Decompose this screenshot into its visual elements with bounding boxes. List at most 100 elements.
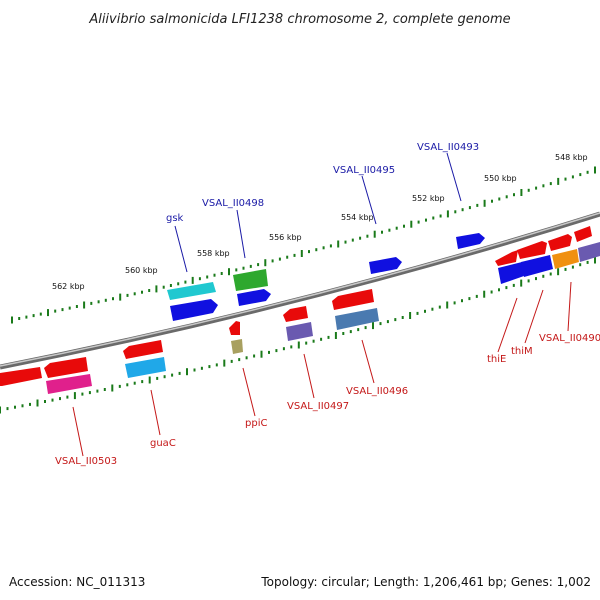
minor-tick xyxy=(388,228,391,232)
minor-tick xyxy=(386,320,389,324)
gene-ppic[interactable] xyxy=(229,321,240,335)
minor-tick xyxy=(268,350,270,354)
minor-tick xyxy=(249,264,252,268)
label-thie[interactable]: thiE xyxy=(487,354,506,365)
gene-labels: gsk VSAL_II0498 VSAL_II0495 VSAL_II0493 … xyxy=(55,142,600,467)
minor-tick xyxy=(461,299,463,303)
label-vsal-ii0498[interactable]: VSAL_II0498 xyxy=(202,198,264,209)
minor-tick xyxy=(416,311,419,315)
minor-tick xyxy=(51,398,54,402)
gene-vsal-ii0493[interactable] xyxy=(456,233,485,249)
minor-tick xyxy=(401,316,404,319)
minor-tick xyxy=(169,284,172,287)
gene-gsk[interactable] xyxy=(167,282,216,300)
label-gsk[interactable]: gsk xyxy=(166,213,184,224)
minor-tick xyxy=(468,206,471,210)
gene-vsal-ii0497-lower[interactable] xyxy=(286,322,313,341)
minor-tick xyxy=(364,326,367,330)
major-tick xyxy=(155,285,158,293)
outer-tick-track xyxy=(11,166,596,324)
gene-red-left[interactable] xyxy=(0,367,42,386)
minor-tick xyxy=(242,266,245,270)
gene-vsal-ii0490[interactable] xyxy=(548,234,572,251)
gene-guac[interactable] xyxy=(123,340,163,359)
minor-tick xyxy=(275,349,278,353)
major-tick xyxy=(223,359,226,367)
gene-vsal-ii0496-lower[interactable] xyxy=(335,308,379,330)
label-thim[interactable]: thiM xyxy=(511,346,533,357)
label-vsal-ii0503[interactable]: VSAL_II0503 xyxy=(55,456,117,467)
minor-tick xyxy=(432,216,435,220)
label-ppic[interactable]: ppiC xyxy=(245,418,267,429)
minor-tick xyxy=(571,265,574,269)
minor-tick xyxy=(6,407,9,411)
gene-purple-edge[interactable] xyxy=(578,242,600,262)
minor-tick xyxy=(438,305,441,309)
minor-tick xyxy=(527,279,530,283)
minor-tick xyxy=(549,182,552,186)
gene-thim[interactable] xyxy=(517,241,547,259)
gene-gsk-lower[interactable] xyxy=(170,299,218,321)
kbp-scale: 562 kbp 560 kbp 558 kbp 556 kbp 554 kbp … xyxy=(52,153,588,291)
minor-tick xyxy=(431,307,434,311)
minor-tick xyxy=(351,238,354,242)
label-vsal-ii0490[interactable]: VSAL_II0490 xyxy=(539,333,600,344)
gene-thim-lower[interactable] xyxy=(521,255,553,277)
minor-tick xyxy=(395,226,398,230)
major-tick xyxy=(228,268,230,276)
minor-tick xyxy=(586,260,589,264)
minor-tick xyxy=(177,282,180,286)
kbp-label: 560 kbp xyxy=(125,266,158,275)
gene-thie[interactable] xyxy=(495,250,518,266)
minor-tick xyxy=(381,230,383,234)
minor-tick xyxy=(163,375,166,379)
minor-tick xyxy=(527,188,530,192)
gene-vsal-ii0498[interactable] xyxy=(233,269,268,291)
label-vsal-ii0497[interactable]: VSAL_II0497 xyxy=(287,401,349,412)
minor-tick xyxy=(213,273,216,277)
minor-tick xyxy=(238,358,241,362)
minor-tick xyxy=(453,301,456,305)
gene-red-edge[interactable] xyxy=(574,226,592,242)
label-vsal-ii0495[interactable]: VSAL_II0495 xyxy=(333,165,395,176)
gene-vsal-ii0496[interactable] xyxy=(332,289,374,310)
minor-tick xyxy=(61,308,64,312)
minor-tick xyxy=(359,236,362,240)
minor-tick xyxy=(81,392,84,396)
minor-tick xyxy=(512,283,515,287)
label-vsal-ii0493[interactable]: VSAL_II0493 xyxy=(417,142,479,153)
minor-tick xyxy=(476,203,479,207)
major-tick xyxy=(0,406,1,414)
gene-thie-lower[interactable] xyxy=(498,262,524,284)
inner-tick-track xyxy=(0,256,596,414)
kbp-label: 548 kbp xyxy=(555,153,588,162)
minor-tick xyxy=(44,400,46,403)
gene-vsal-ii0498-lower[interactable] xyxy=(237,289,271,306)
minor-tick xyxy=(349,330,352,334)
gene-vsal-ii0495[interactable] xyxy=(369,257,402,274)
minor-tick xyxy=(305,341,308,345)
major-tick xyxy=(594,166,596,174)
minor-tick xyxy=(156,376,159,380)
gene-vsal-ii0503-lower[interactable] xyxy=(46,374,92,394)
minor-tick xyxy=(54,309,57,313)
kbp-label: 554 kbp xyxy=(341,213,374,222)
gene-vsal-ii0503[interactable] xyxy=(44,357,88,378)
minor-tick xyxy=(208,365,211,369)
label-guac[interactable]: guaC xyxy=(150,438,176,449)
major-tick xyxy=(264,259,267,267)
label-vsal-ii0496[interactable]: VSAL_II0496 xyxy=(346,386,408,397)
gene-guac-lower[interactable] xyxy=(125,357,166,378)
gene-vsal-ii0490-lower[interactable] xyxy=(552,249,579,269)
gene-vsal-ii0497[interactable] xyxy=(283,306,308,322)
minor-tick xyxy=(491,199,493,203)
major-tick xyxy=(334,332,337,339)
major-tick xyxy=(520,279,523,287)
minor-tick xyxy=(535,277,537,281)
major-tick xyxy=(410,220,413,228)
minor-tick xyxy=(133,292,136,296)
gene-ppic-lower[interactable] xyxy=(231,339,243,354)
major-tick xyxy=(372,322,374,330)
chromosome-backbone xyxy=(0,211,600,370)
minor-tick xyxy=(59,397,61,401)
